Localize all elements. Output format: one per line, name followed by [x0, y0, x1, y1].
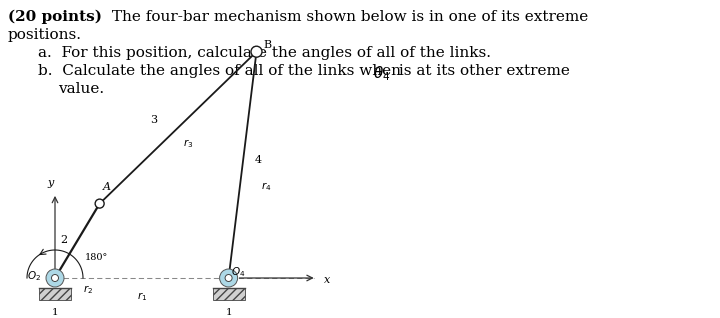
Circle shape: [220, 269, 238, 287]
Text: $O_4$: $O_4$: [230, 265, 245, 279]
Text: (20 points): (20 points): [8, 10, 102, 24]
Text: 1: 1: [225, 308, 232, 317]
Text: y: y: [48, 178, 54, 188]
Text: x: x: [323, 275, 330, 285]
Text: 4: 4: [255, 155, 261, 165]
Text: $r_4$: $r_4$: [261, 180, 271, 193]
Text: is at its other extreme: is at its other extreme: [394, 64, 570, 78]
Text: $O_2$: $O_2$: [27, 269, 41, 283]
Text: b.  Calculate the angles of all of the links when: b. Calculate the angles of all of the li…: [38, 64, 406, 78]
Text: $r_1$: $r_1$: [137, 290, 147, 303]
Circle shape: [46, 269, 64, 287]
Text: a.  For this position, calculate the angles of all of the links.: a. For this position, calculate the angl…: [38, 46, 491, 60]
Text: value.: value.: [58, 82, 104, 96]
Text: 1: 1: [52, 308, 58, 317]
Circle shape: [95, 199, 104, 208]
Text: A: A: [103, 182, 111, 192]
Bar: [39, 288, 71, 300]
Text: B: B: [264, 40, 271, 50]
Circle shape: [251, 46, 262, 57]
Text: $r_2$: $r_2$: [83, 283, 93, 296]
Text: 3: 3: [150, 115, 157, 125]
Text: $r_3$: $r_3$: [183, 138, 194, 150]
Text: $\theta_4$: $\theta_4$: [373, 64, 390, 83]
Text: positions.: positions.: [8, 28, 82, 42]
Text: 180°: 180°: [85, 253, 108, 262]
Text: 2: 2: [60, 235, 67, 245]
Circle shape: [225, 274, 232, 281]
Text: The four-bar mechanism shown below is in one of its extreme: The four-bar mechanism shown below is in…: [107, 10, 588, 24]
Bar: [212, 288, 245, 300]
Circle shape: [52, 274, 58, 281]
